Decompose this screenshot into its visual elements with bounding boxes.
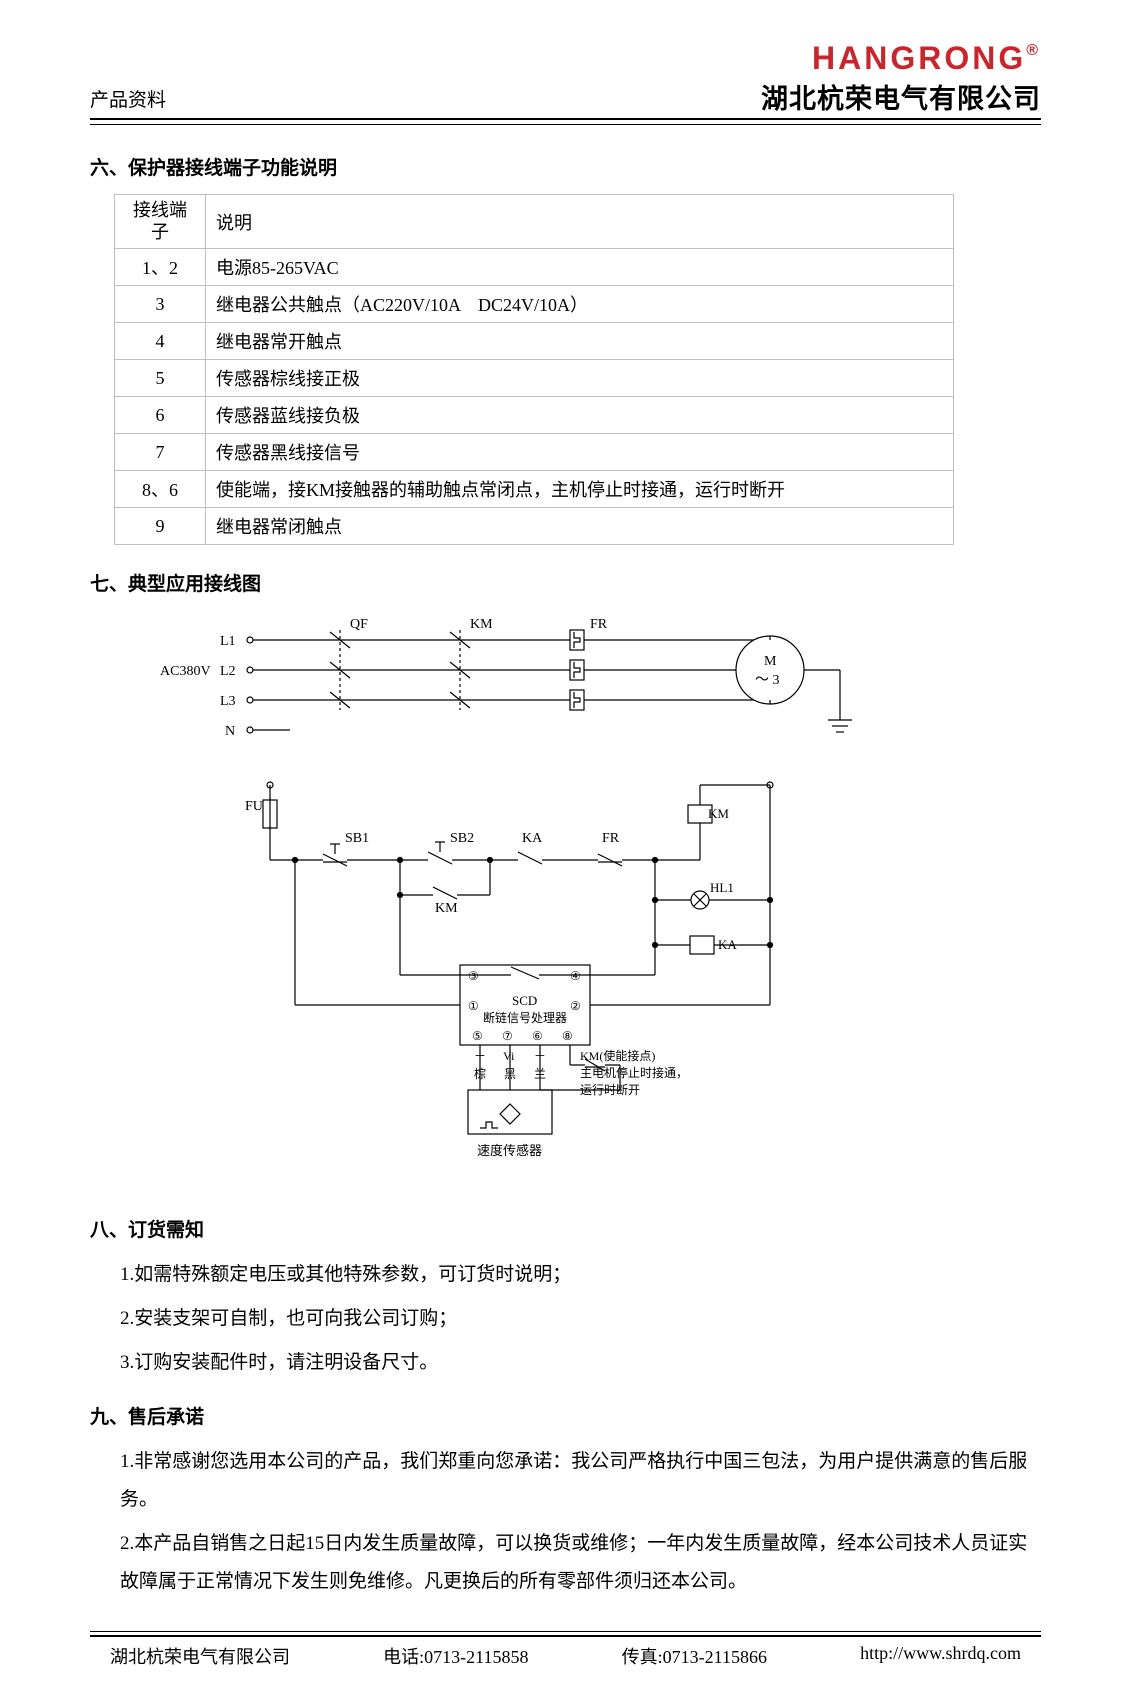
- footer-fax: 传真:0713-2115866: [622, 1643, 767, 1669]
- schematic-svg: AC380V L1 L2 L3 N QF KM FR M ～ 3 FU SB1 …: [150, 610, 890, 1190]
- svg-text:SCD: SCD: [512, 993, 537, 1008]
- ordering-list: 1.如需特殊额定电压或其他特殊参数，可订货时说明； 2.安装支架可自制，也可向我…: [120, 1256, 1041, 1382]
- svg-text:L2: L2: [220, 664, 236, 679]
- registered-icon: ®: [1026, 42, 1041, 59]
- svg-text:KA: KA: [718, 937, 737, 952]
- svg-text:速度传感器: 速度传感器: [477, 1143, 542, 1158]
- svg-text:FR: FR: [590, 617, 608, 632]
- table-row: 6传感器蓝线接负极: [115, 397, 954, 434]
- table-row: 9继电器常闭触点: [115, 508, 954, 545]
- footer-company: 湖北杭荣电气有限公司: [110, 1643, 290, 1669]
- svg-text:⑦: ⑦: [502, 1029, 513, 1043]
- section8-title: 八、订货需知: [90, 1215, 1041, 1242]
- svg-text:KM(使能接点): KM(使能接点): [580, 1048, 655, 1063]
- col-header-1: 接线端子: [115, 195, 206, 249]
- svg-text:主电机停止时接通，: 主电机停止时接通，: [580, 1065, 688, 1080]
- svg-text:KM: KM: [708, 806, 729, 821]
- table-row: 3继电器公共触点（AC220V/10A DC24V/10A）: [115, 286, 954, 323]
- section7-title: 七、典型应用接线图: [90, 569, 1041, 596]
- svg-text:＋: ＋: [474, 1049, 486, 1063]
- table-row: 5传感器棕线接正极: [115, 360, 954, 397]
- section6-title: 六、保护器接线端子功能说明: [90, 153, 1041, 180]
- svg-text:黑: 黑: [504, 1067, 516, 1081]
- svg-text:②: ②: [570, 999, 581, 1013]
- svg-text:①: ①: [468, 999, 479, 1013]
- svg-text:④: ④: [570, 969, 581, 983]
- page-footer: 湖北杭荣电气有限公司 电话:0713-2115858 传真:0713-21158…: [90, 1637, 1041, 1669]
- brand-logo: HANGRONG®: [761, 40, 1041, 77]
- aftersales-list: 1.非常感谢您选用本公司的产品，我们郑重向您承诺：我公司严格执行中国三包法，为用…: [120, 1443, 1041, 1601]
- svg-text:L1: L1: [220, 634, 236, 649]
- svg-text:棕: 棕: [474, 1066, 486, 1081]
- svg-text:KM: KM: [435, 901, 458, 916]
- table-row: 7传感器黑线接信号: [115, 434, 954, 471]
- svg-text:N: N: [225, 724, 235, 739]
- section9-title: 九、售后承诺: [90, 1402, 1041, 1429]
- footer-rule-thin: [90, 1631, 1041, 1632]
- svg-text:断链信号处理器: 断链信号处理器: [483, 1010, 567, 1025]
- svg-text:⑥: ⑥: [532, 1029, 543, 1043]
- footer-tel: 电话:0713-2115858: [383, 1643, 528, 1669]
- svg-text:FR: FR: [602, 831, 620, 846]
- svg-text:L3: L3: [220, 694, 236, 709]
- svg-text:兰: 兰: [534, 1067, 546, 1081]
- svg-text:SB1: SB1: [345, 831, 369, 846]
- svg-text:SB2: SB2: [450, 831, 474, 846]
- list-item: 3.订购安装配件时，请注明设备尺寸。: [120, 1344, 1041, 1382]
- table-row: 8、6使能端，接KM接触器的辅助触点常闭点，主机停止时接通，运行时断开: [115, 471, 954, 508]
- company-name: 湖北杭荣电气有限公司: [761, 77, 1041, 116]
- svg-text:Vi: Vi: [503, 1049, 515, 1063]
- svg-text:⑧: ⑧: [562, 1029, 573, 1043]
- svg-text:KA: KA: [522, 831, 543, 846]
- doc-type: 产品资料: [90, 85, 166, 116]
- table-row: 1、2电源85-265VAC: [115, 249, 954, 286]
- table-row: 4继电器常开触点: [115, 323, 954, 360]
- wiring-diagram: AC380V L1 L2 L3 N QF KM FR M ～ 3 FU SB1 …: [150, 610, 1041, 1195]
- svg-text:⑤: ⑤: [472, 1029, 483, 1043]
- svg-text:运行时断开: 运行时断开: [580, 1082, 640, 1097]
- svg-text:M: M: [764, 654, 777, 669]
- page-header: 产品资料 HANGRONG® 湖北杭荣电气有限公司: [90, 40, 1041, 120]
- header-rule: [90, 124, 1041, 125]
- svg-text:～ 3: ～ 3: [755, 673, 780, 688]
- svg-text:KM: KM: [470, 617, 493, 632]
- table-row: 接线端子 说明: [115, 195, 954, 249]
- list-item: 2.安装支架可自制，也可向我公司订购；: [120, 1300, 1041, 1338]
- svg-text:－: －: [534, 1049, 546, 1063]
- list-item: 2.本产品自销售之日起15日内发生质量故障，可以换货或维修；一年内发生质量故障，…: [120, 1525, 1041, 1601]
- brand-block: HANGRONG® 湖北杭荣电气有限公司: [761, 40, 1041, 116]
- list-item: 1.非常感谢您选用本公司的产品，我们郑重向您承诺：我公司严格执行中国三包法，为用…: [120, 1443, 1041, 1519]
- svg-text:FU: FU: [245, 799, 263, 814]
- svg-text:HL1: HL1: [710, 880, 734, 895]
- footer-url: http://www.shrdq.com: [860, 1643, 1021, 1669]
- terminal-table: 接线端子 说明 1、2电源85-265VAC 3继电器公共触点（AC220V/1…: [114, 194, 954, 545]
- col-header-2: 说明: [206, 195, 954, 249]
- svg-text:③: ③: [468, 969, 479, 983]
- svg-text:AC380V: AC380V: [160, 664, 211, 679]
- svg-text:QF: QF: [350, 617, 368, 632]
- list-item: 1.如需特殊额定电压或其他特殊参数，可订货时说明；: [120, 1256, 1041, 1294]
